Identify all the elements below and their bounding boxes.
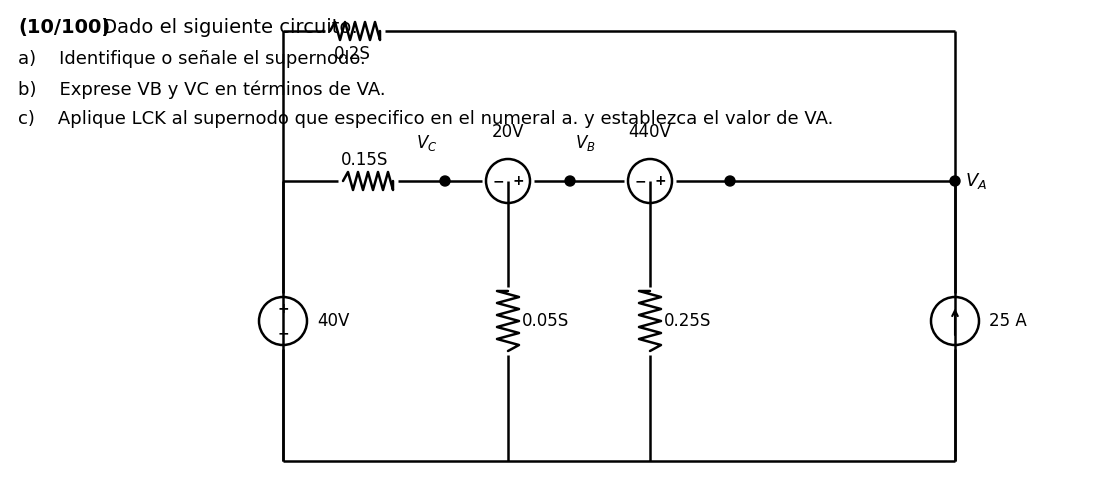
Text: 25 A: 25 A [989, 312, 1027, 330]
Text: +: + [654, 174, 665, 188]
Text: −: − [493, 174, 504, 188]
Text: b)    Exprese VB y VC en términos de VA.: b) Exprese VB y VC en términos de VA. [18, 80, 386, 99]
Text: −: − [277, 326, 288, 340]
Text: 440V: 440V [629, 123, 672, 141]
Text: 0.05S: 0.05S [522, 312, 569, 330]
Circle shape [725, 176, 735, 186]
Text: c)    Aplique LCK al supernodo que especifico en el numeral a. y establezca el v: c) Aplique LCK al supernodo que especifi… [18, 110, 833, 128]
Text: −: − [634, 174, 646, 188]
Text: $V_C$: $V_C$ [415, 133, 436, 153]
Text: a)    Identifique o señale el supernodo.: a) Identifique o señale el supernodo. [18, 50, 366, 68]
Text: 0.2S: 0.2S [334, 45, 370, 63]
Text: +: + [277, 302, 288, 316]
Text: Dado el siguiente circuito:: Dado el siguiente circuito: [96, 18, 358, 37]
Text: 0.25S: 0.25S [664, 312, 712, 330]
Text: +: + [512, 174, 524, 188]
Text: 0.15S: 0.15S [341, 151, 389, 169]
Circle shape [950, 176, 960, 186]
Text: $V_B$: $V_B$ [575, 133, 596, 153]
Circle shape [565, 176, 575, 186]
Circle shape [440, 176, 450, 186]
Text: 40V: 40V [317, 312, 349, 330]
Text: (10/100): (10/100) [18, 18, 110, 37]
Text: 20V: 20V [492, 123, 524, 141]
Text: $V_A$: $V_A$ [965, 171, 987, 191]
